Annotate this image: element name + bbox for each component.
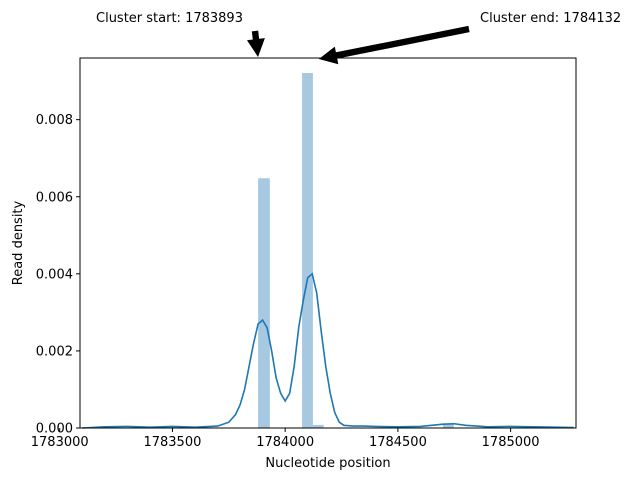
y-axis-ticks: 0.000 0.002 0.004 0.006 0.008	[36, 113, 80, 437]
y-tick-label: 0.002	[36, 344, 73, 359]
x-tick-label: 1784000	[256, 435, 314, 450]
kde-curve	[82, 272, 574, 429]
x-tick-label: 1783500	[143, 435, 201, 450]
annotation-arrows	[247, 25, 470, 65]
y-axis-label: Read density	[11, 200, 26, 285]
histogram-bar-2	[312, 424, 324, 428]
x-tick-label: 1785000	[482, 435, 540, 450]
cluster-end-annotation: Cluster end: 1784132	[480, 11, 622, 26]
plot-area	[80, 58, 576, 428]
cluster-end-arrow	[318, 25, 470, 65]
y-tick-label: 0.006	[36, 190, 73, 205]
y-tick-label: 0.004	[36, 267, 73, 282]
x-tick-label: 1784500	[369, 435, 427, 450]
cluster-start-arrow	[247, 30, 265, 57]
histogram-bar-0	[258, 178, 270, 428]
histogram-bars	[258, 73, 454, 428]
histogram-bar-1	[302, 73, 313, 428]
x-axis-ticks: 1783000 1783500 1784000 1784500 1785000	[31, 428, 540, 450]
x-tick-label: 1783000	[31, 435, 89, 450]
x-axis-label: Nucleotide position	[265, 456, 390, 471]
cluster-start-annotation: Cluster start: 1783893	[96, 11, 243, 26]
y-tick-label: 0.008	[36, 113, 73, 128]
y-tick-label: 0.000	[36, 422, 73, 437]
histogram-bar-3	[442, 423, 454, 428]
